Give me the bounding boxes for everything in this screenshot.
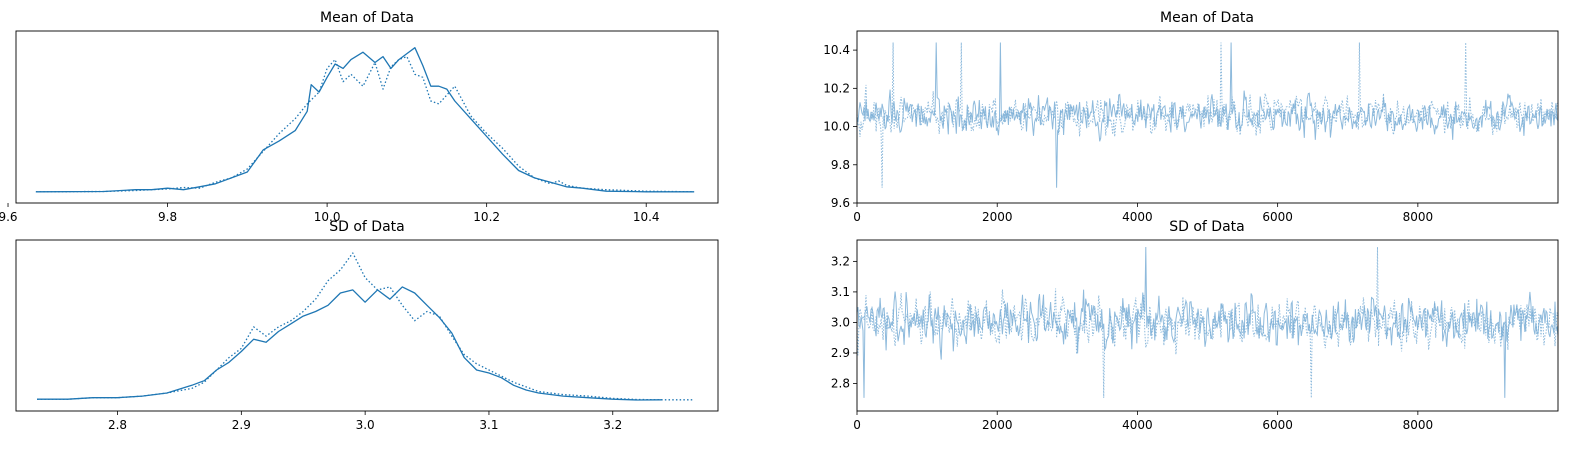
- x-tick-label: 10.2: [473, 210, 500, 224]
- plot-area: [856, 42, 1559, 188]
- kde-line-dotted: [37, 252, 694, 401]
- axes-frame: [856, 30, 1559, 204]
- panel-sd-trace: SD of Data 0 2000 4000 6000 8000 2.8 2.9 3.0 3.…: [831, 219, 1559, 432]
- panel-mean-trace: Mean of Data 0 2000 4000 6000 8000 9.6 9.8 10.…: [823, 10, 1559, 224]
- y-tick-label: 2.8: [831, 377, 850, 391]
- trace-line-dotted: [856, 42, 1559, 188]
- kde-line-solid: [35, 47, 695, 193]
- x-tick-label: 3.1: [479, 418, 498, 432]
- y-tick-label: 9.8: [831, 158, 850, 172]
- x-tick-label: 9.8: [158, 210, 177, 224]
- x-tick-label: 3.2: [603, 418, 622, 432]
- x-tick-label: 2.8: [108, 418, 127, 432]
- x-tick-label: 4000: [1122, 418, 1153, 432]
- y-tick-label: 10.4: [823, 43, 850, 57]
- axes-frame: [15, 239, 719, 412]
- x-tick-label: 10.0: [314, 210, 341, 224]
- x-tick-label: 8000: [1403, 418, 1434, 432]
- plot-area: [35, 47, 695, 193]
- plot-area: [37, 252, 694, 401]
- x-tick-label: 9.6: [0, 210, 18, 224]
- y-tick-label: 10.0: [823, 120, 850, 134]
- panel-mean-kde: Mean of Data 9.6 9.8 10.0 10.2 10.4: [0, 10, 719, 224]
- panel-title: SD of Data: [1169, 219, 1245, 235]
- x-axis: 2.8 2.9 3.0 3.1 3.2: [108, 411, 622, 432]
- x-tick-label: 6000: [1262, 418, 1293, 432]
- kde-line-dotted: [35, 55, 695, 193]
- x-tick-label: 2000: [982, 418, 1013, 432]
- x-tick-label: 3.0: [356, 418, 375, 432]
- plot-area: [856, 246, 1559, 398]
- y-axis: 2.8 2.9 3.0 3.1 3.2: [831, 254, 857, 391]
- trace-line-solid: [856, 42, 1559, 188]
- axes-frame: [856, 239, 1559, 412]
- x-tick-label: 0: [853, 210, 861, 224]
- panel-title: SD of Data: [329, 219, 405, 235]
- y-tick-label: 3.1: [831, 285, 850, 299]
- trace-line-solid: [856, 246, 1559, 398]
- x-tick-label: 2000: [982, 210, 1013, 224]
- x-tick-label: 10.4: [633, 210, 660, 224]
- x-tick-label: 2.9: [232, 418, 251, 432]
- x-tick-label: 6000: [1262, 210, 1293, 224]
- x-tick-label: 0: [853, 418, 861, 432]
- axes-frame: [15, 30, 719, 204]
- x-axis: 9.6 9.8 10.0 10.2 10.4: [0, 203, 660, 224]
- y-tick-label: 2.9: [831, 346, 850, 360]
- x-tick-label: 4000: [1122, 210, 1153, 224]
- y-tick-label: 10.2: [823, 81, 850, 95]
- panel-title: Mean of Data: [1160, 10, 1254, 26]
- x-axis: 0 2000 4000 6000 8000: [853, 411, 1433, 432]
- y-tick-label: 3.2: [831, 254, 850, 268]
- y-tick-label: 3.0: [831, 315, 850, 329]
- panel-title: Mean of Data: [320, 10, 414, 26]
- kde-line-solid: [37, 286, 663, 401]
- x-tick-label: 8000: [1403, 210, 1434, 224]
- y-tick-label: 9.6: [831, 196, 850, 210]
- panel-sd-kde: SD of Data 2.8 2.9 3.0 3.1 3.2: [15, 219, 719, 432]
- y-axis: 9.6 9.8 10.0 10.2 10.4: [823, 43, 857, 210]
- x-axis: 0 2000 4000 6000 8000: [853, 203, 1433, 224]
